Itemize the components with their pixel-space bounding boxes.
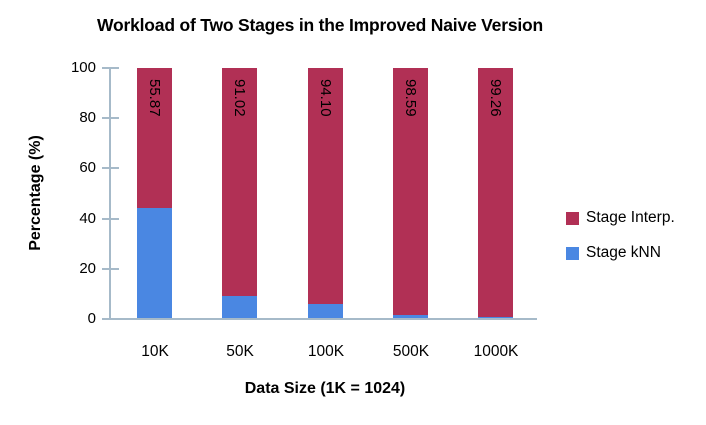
x-axis-title: Data Size (1K = 1024) [244,380,406,397]
x-tick-label: 10K [141,343,169,360]
legend-label: Stage Interp. [586,209,675,226]
x-tick-label: 500K [392,343,430,360]
legend-swatch [566,211,579,225]
y-tick-label: 40 [79,210,96,227]
y-tick-label: 100 [70,59,96,76]
legend-item: Stage kNN [566,244,675,262]
legend-swatch [566,246,579,260]
x-tick-label: 50K [226,343,254,360]
y-tick-label: 20 [79,260,96,277]
y-tick-label: 80 [79,109,96,126]
bar-value-label: 99.26 [487,79,504,117]
bar-value-label: 55.87 [146,79,163,117]
y-tick-label: 60 [79,159,96,176]
bar-segment-stage-knn [137,208,172,319]
bar-value-label: 91.02 [231,79,248,117]
legend-label: Stage kNN [586,244,661,261]
bar-segment-stage-interp [137,68,172,208]
bar-segment-stage-interp [308,68,343,304]
bar-value-label: 98.59 [402,79,419,117]
bar-segment-stage-interp [478,68,513,317]
x-tick-label: 1000K [473,343,519,360]
y-tick-label: 0 [87,310,96,327]
x-axis-line [102,318,537,320]
bar-segment-stage-interp [393,68,428,315]
bar-segment-stage-interp [222,68,257,296]
x-tick-label: 100K [307,343,345,360]
bar-value-label: 94.10 [317,79,334,117]
chart-title: Workload of Two Stages in the Improved N… [97,15,543,35]
bar-segment-stage-knn [393,315,428,319]
legend-item: Stage Interp. [566,209,675,227]
legend: Stage Interp. Stage kNN [566,209,675,279]
y-axis-line [109,68,111,320]
bar-segment-stage-knn [222,296,257,319]
bar-segment-stage-knn [308,304,343,319]
